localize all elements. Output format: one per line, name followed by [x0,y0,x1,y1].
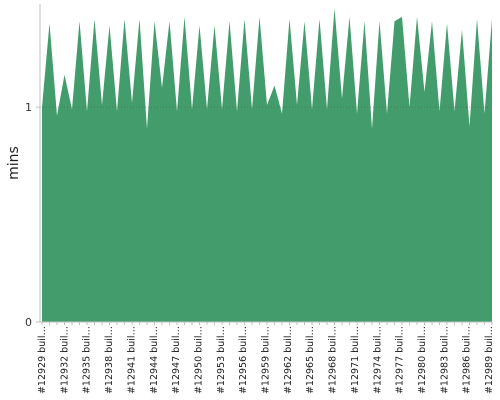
x-tick-label: #12935 buil… [82,326,93,394]
x-tick-label: #12947 buil… [171,326,182,394]
x-tick-label: #12959 buil… [261,326,272,394]
x-tick-label: #12950 buil… [193,326,204,394]
x-tick-label: #12944 buil… [149,326,160,394]
x-tick-label: #12980 buil… [417,326,428,394]
area-series [42,8,492,323]
x-tick-label: #12965 buil… [305,326,316,394]
x-tick-label: #12938 buil… [104,326,115,394]
x-tick-label: #12989 buil… [484,326,495,394]
x-tick-label: #12956 buil… [238,326,249,394]
x-tick-label: #12932 buil… [59,326,70,394]
x-tick-label: #12929 buil… [37,326,48,394]
y-axis-title: mins [6,146,22,180]
x-tick-label: #12941 buil… [126,326,137,394]
x-tick-label: #12968 buil… [328,326,339,394]
y-tick-label: 0 [25,316,32,329]
x-tick-label: #12983 buil… [439,326,450,394]
x-tick-label: #12986 buil… [462,326,473,394]
x-tick-label: #12953 buil… [216,326,227,394]
x-tick-label: #12977 buil… [395,326,406,394]
x-tick-label: #12962 buil… [283,326,294,394]
x-tick-label: #12971 buil… [350,326,361,394]
x-tick-label: #12974 buil… [372,326,383,394]
y-tick-label: 1 [25,101,32,114]
